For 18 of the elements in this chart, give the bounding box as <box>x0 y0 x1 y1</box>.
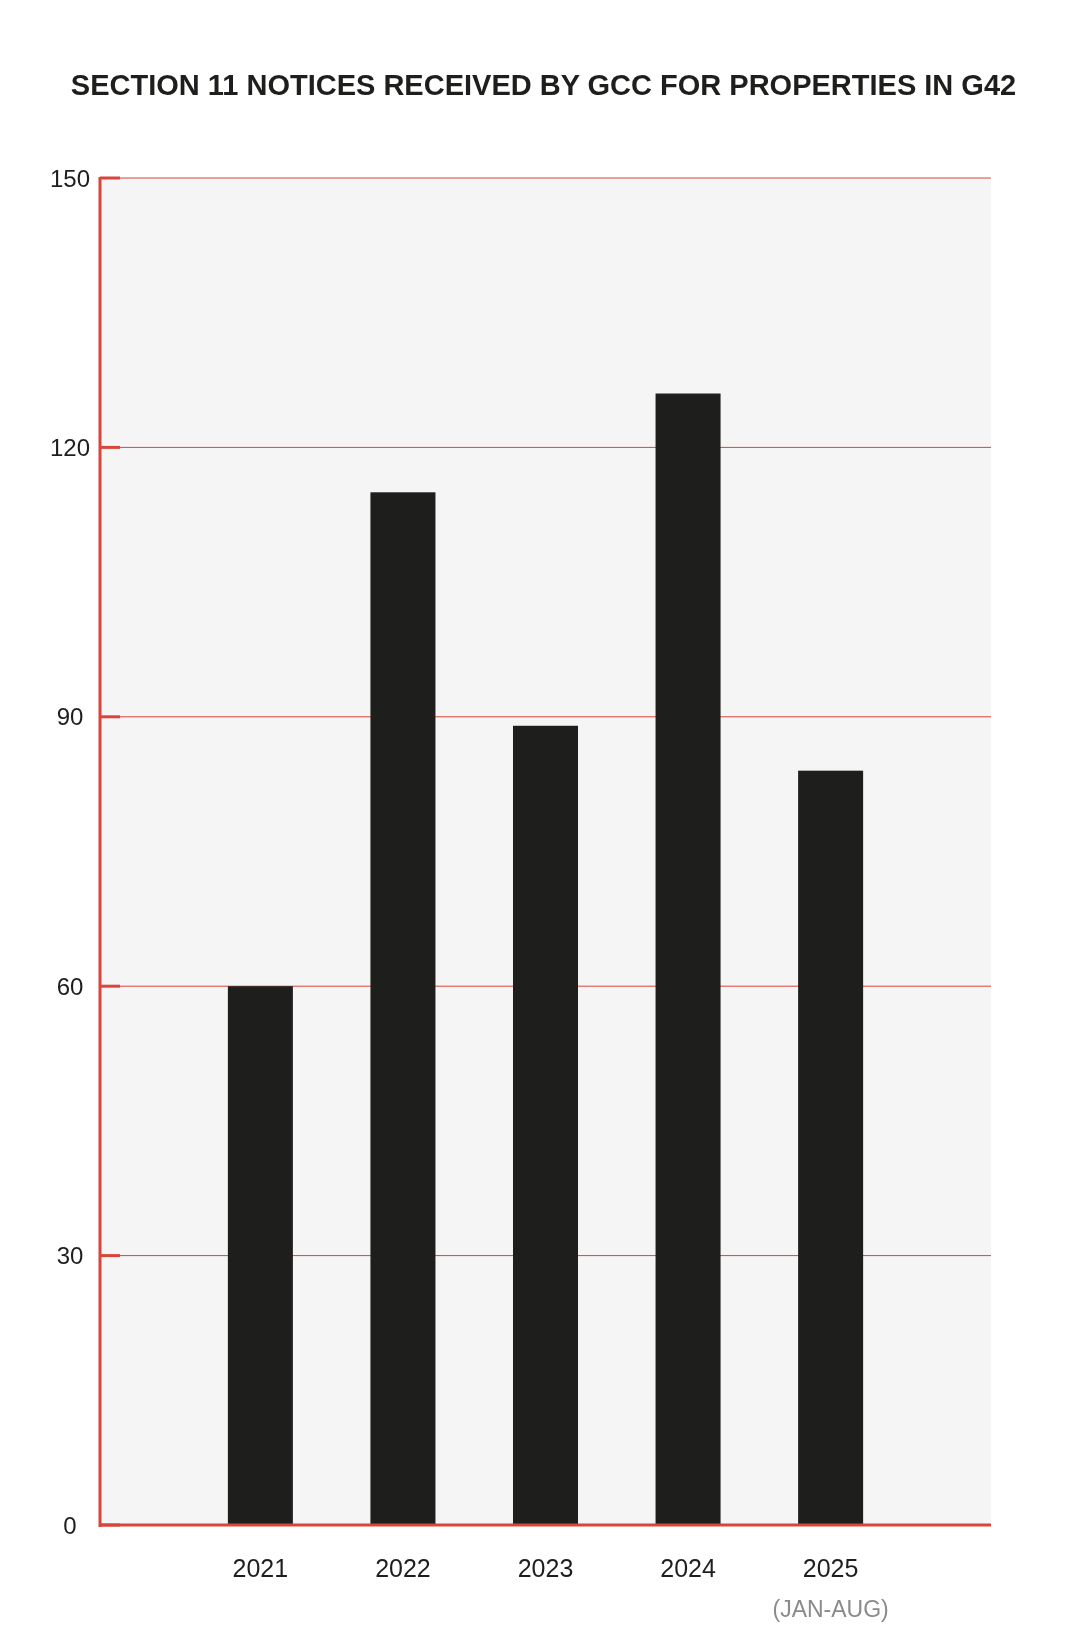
x-tick-label: 2023 <box>517 1554 574 1582</box>
x-tick-label: 2024 <box>660 1554 716 1582</box>
bar <box>798 770 864 1525</box>
bar <box>655 393 721 1525</box>
y-tick-label: 60 <box>56 972 84 1000</box>
y-tick-label: 120 <box>49 433 91 461</box>
text: (JAN-AUG) <box>772 1596 889 1622</box>
y-tick-label: 0 <box>63 1511 77 1539</box>
y-tick-label: 90 <box>56 703 84 731</box>
x-tick-label: 2025 <box>802 1554 859 1582</box>
chart-title: SECTION 11 NOTICES RECEIVED BY GCC FOR PROPERTIES IN G42 <box>70 69 1017 101</box>
y-tick-label: 30 <box>56 1242 84 1270</box>
y-tick-label: 150 <box>49 164 91 192</box>
bar <box>227 986 293 1525</box>
x-tick-label: 2022 <box>375 1554 431 1582</box>
bar <box>370 492 436 1525</box>
bar <box>513 725 578 1525</box>
x-tick-label: 2021 <box>232 1554 289 1582</box>
